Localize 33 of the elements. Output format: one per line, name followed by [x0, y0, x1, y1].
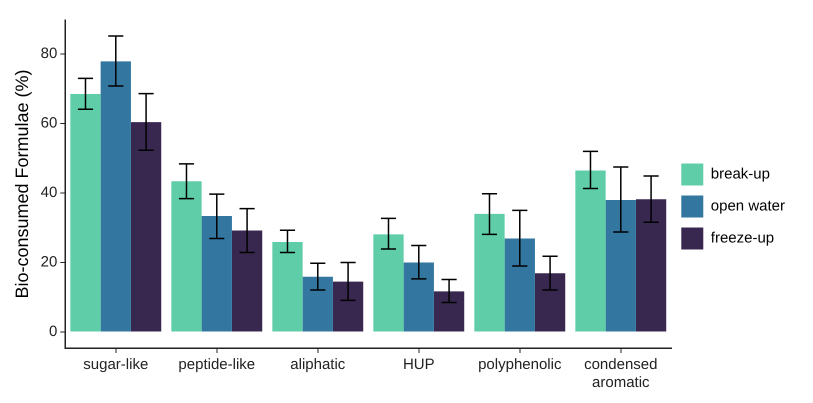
legend-label: freeze-up: [710, 230, 774, 247]
y-tick-label: 60: [40, 114, 58, 132]
bar: [100, 61, 131, 332]
x-tick-label: aliphatic: [290, 356, 346, 374]
bar: [606, 200, 636, 332]
bar: [171, 181, 202, 332]
bar: [272, 242, 303, 332]
bar: [373, 234, 404, 332]
bar: [232, 230, 262, 332]
x-tick-label: sugar-like: [83, 356, 148, 374]
x-tick-label: peptide-like: [178, 356, 256, 374]
bar: [434, 291, 464, 332]
bar: [70, 94, 101, 332]
legend-label: open water: [710, 198, 786, 215]
x-tick-label: condensed aromatic: [584, 356, 658, 392]
y-tick-label: 40: [40, 184, 58, 202]
x-tick-label: polyphenolic: [478, 356, 562, 374]
bar: [130, 122, 162, 332]
y-tick-label: 20: [40, 254, 58, 271]
bar: [534, 273, 566, 332]
bar: [202, 216, 232, 332]
bar: [504, 238, 535, 332]
y-axis-title: Bio-consumed Formulae (%): [12, 69, 32, 299]
bar: [404, 262, 434, 332]
y-tick-label: 80: [40, 45, 58, 62]
y-tick-label: 0: [48, 323, 58, 340]
bar: [474, 214, 505, 332]
bar: [302, 276, 333, 332]
bar: [575, 170, 606, 332]
legend-label: break-up: [710, 166, 770, 183]
bar: [332, 282, 364, 332]
bar: [636, 199, 666, 332]
x-tick-label: HUP: [402, 356, 435, 374]
